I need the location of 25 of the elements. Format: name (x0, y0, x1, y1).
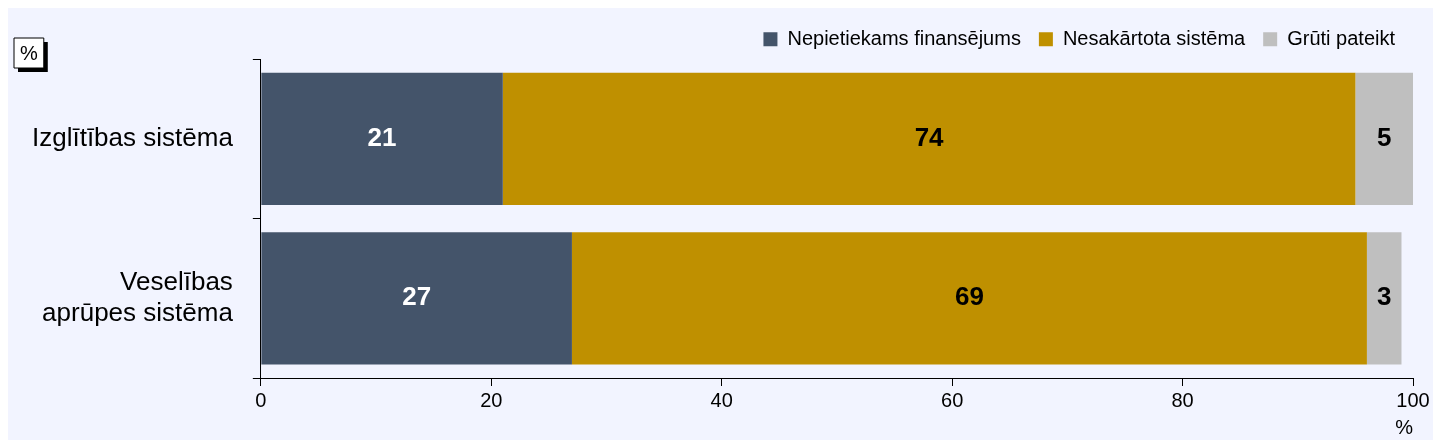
data-label: 5 (1376, 122, 1392, 153)
data-label: 3 (1376, 281, 1392, 312)
data-label: 69 (954, 281, 984, 312)
data-label: 27 (402, 281, 432, 312)
bar (261, 232, 572, 365)
legend-label: Nepietiekams finansējums (787, 26, 1021, 49)
text: % (19, 41, 38, 64)
y-tick-label: Izglītības sistēma (31, 122, 234, 153)
legend-label: Grūti pateikt (1287, 26, 1396, 49)
x-tick-label: 100 (1396, 388, 1430, 411)
x-tick-label: 0 (255, 388, 267, 411)
bar (261, 72, 503, 206)
y-tick-label: Veselības aprūpes sistēma (42, 265, 234, 328)
legend-label: Nesakārtota sistēma (1062, 26, 1247, 49)
bar (571, 232, 1367, 365)
x-tick-label: 20 (480, 388, 503, 411)
bar (1355, 72, 1413, 206)
bar (502, 72, 1356, 206)
x-tick-label: 40 (710, 388, 733, 411)
x-tick-label: 80 (1171, 388, 1194, 411)
x-axis-title: % (1395, 415, 1414, 438)
data-label: 21 (367, 122, 397, 153)
x-tick-label: 60 (941, 388, 964, 411)
data-label: 74 (914, 122, 945, 153)
bar (1366, 232, 1402, 365)
